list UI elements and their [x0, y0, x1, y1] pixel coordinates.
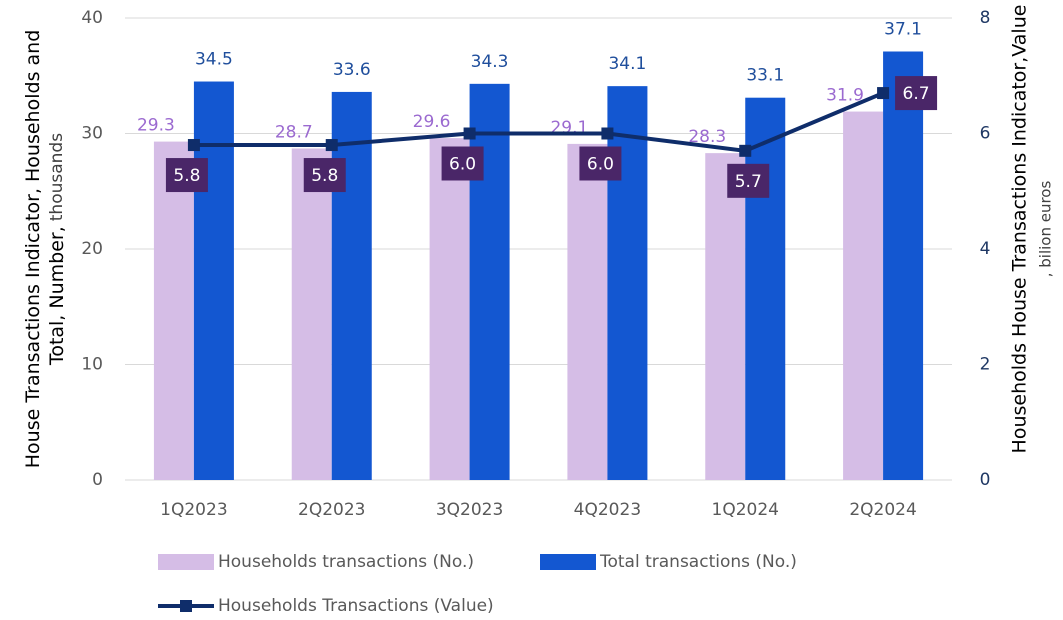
marker — [601, 127, 614, 140]
x-tick-label: 1Q2023 — [160, 500, 227, 520]
y-axis-title: House Transactions Indicator, Households… — [22, 30, 68, 468]
legend-label: Total transactions (No.) — [599, 552, 797, 572]
x-tick-label: 2Q2023 — [298, 500, 365, 520]
bar — [429, 138, 470, 480]
legend-swatch — [158, 554, 214, 570]
data-label: 29.6 — [413, 112, 451, 132]
marker — [739, 144, 752, 157]
y-tick-label: 40 — [81, 8, 103, 28]
marker — [325, 139, 338, 152]
y-axis-title-part: thousands — [47, 133, 67, 221]
y-axis-title-part: Total, Number, — [46, 226, 68, 366]
data-label: 5.8 — [173, 166, 200, 186]
y-tick-label: 10 — [81, 355, 103, 375]
line — [193, 91, 884, 153]
x-tick-label: 1Q2024 — [712, 500, 779, 520]
data-label: 28.7 — [275, 123, 313, 143]
y-tick-label: 20 — [81, 239, 103, 259]
data-label: 31.9 — [826, 86, 864, 106]
y2-axis-title: Households House Transactions Indicator,… — [1009, 5, 1031, 454]
y2-tick-label: 0 — [980, 470, 991, 490]
data-label: 28.3 — [688, 127, 726, 147]
data-label-box — [441, 146, 484, 181]
x-tick-label: 3Q2023 — [436, 500, 503, 520]
bar — [567, 143, 608, 480]
y-tick-label: 30 — [81, 124, 103, 144]
bar — [883, 51, 924, 481]
data-label: 34.3 — [471, 52, 509, 72]
y-tick-label: 0 — [92, 470, 103, 490]
data-label-box — [303, 158, 346, 193]
legend-label: Households Transactions (Value) — [218, 596, 494, 616]
bar — [193, 81, 234, 481]
legend-swatch — [180, 600, 192, 612]
bar — [745, 97, 786, 480]
data-label: 34.1 — [608, 54, 646, 74]
data-label: 33.6 — [333, 60, 371, 80]
bar — [291, 148, 332, 480]
data-label-box — [579, 146, 622, 181]
data-label: 29.3 — [137, 116, 175, 136]
bar — [469, 83, 510, 481]
legend-swatch — [540, 554, 596, 570]
data-label: 6.7 — [903, 84, 930, 104]
bar — [331, 91, 372, 481]
data-label-box — [727, 163, 770, 198]
data-label: 33.1 — [746, 66, 784, 86]
data-label: 37.1 — [884, 19, 922, 39]
y-axis-title-line: Total, Number, thousands — [46, 133, 68, 366]
y2-tick-label: 4 — [980, 239, 991, 259]
bar — [705, 153, 746, 480]
bar — [843, 111, 884, 481]
data-label: 5.8 — [311, 166, 338, 186]
marker — [463, 127, 476, 140]
data-label: 34.5 — [195, 50, 233, 70]
data-label-box — [895, 76, 938, 111]
bar — [607, 86, 648, 481]
data-label-box — [165, 158, 208, 193]
y2-tick-label: 6 — [980, 124, 991, 144]
marker — [187, 139, 200, 152]
legend-label: Households transactions (No.) — [218, 552, 474, 572]
data-label: 5.7 — [735, 172, 762, 192]
x-tick-label: 2Q2024 — [849, 500, 916, 520]
y2-tick-label: 8 — [980, 8, 991, 28]
data-label: 6.0 — [587, 155, 614, 175]
y2-axis-title-unit: , bilion euros — [1037, 181, 1055, 278]
x-tick-label: 4Q2023 — [574, 500, 641, 520]
data-label: 6.0 — [449, 155, 476, 175]
y2-tick-label: 2 — [980, 355, 991, 375]
bar — [153, 141, 194, 480]
marker — [877, 87, 890, 100]
y-axis-title-line: House Transactions Indicator, Households… — [22, 30, 44, 468]
